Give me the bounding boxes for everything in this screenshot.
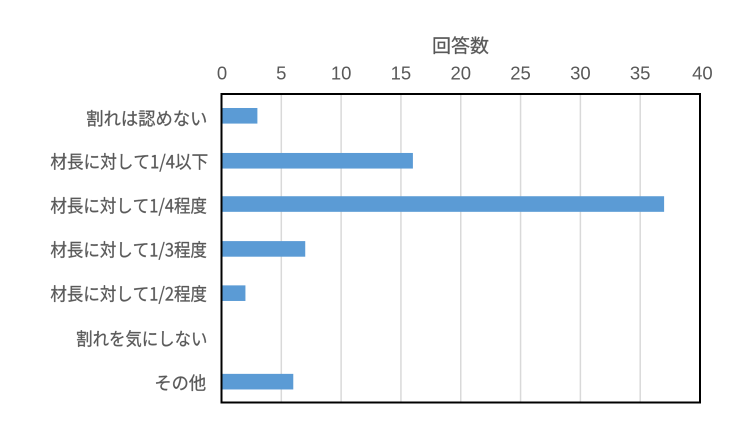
svg-text:35: 35	[630, 63, 651, 84]
svg-text:25: 25	[510, 63, 531, 84]
svg-text:0: 0	[217, 63, 227, 84]
svg-text:10: 10	[331, 63, 352, 84]
svg-text:20: 20	[450, 63, 471, 84]
svg-text:30: 30	[570, 63, 591, 84]
svg-text:40: 40	[692, 63, 713, 84]
svg-text:15: 15	[391, 63, 412, 84]
svg-text:5: 5	[276, 63, 286, 84]
